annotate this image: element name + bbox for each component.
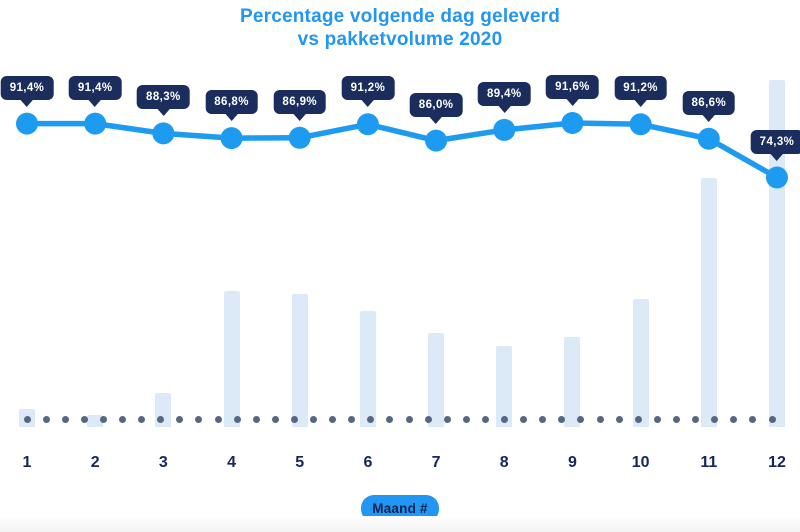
volume-bar-month-5: [291, 294, 308, 427]
baseline-dot: [176, 415, 184, 423]
x-tick-label-10: 10: [631, 454, 650, 471]
baseline-dot: [119, 415, 126, 423]
baseline-dot: [195, 415, 203, 423]
baseline-dot: [596, 415, 604, 423]
baseline-dot: [290, 415, 298, 423]
baseline-dot: [558, 415, 566, 423]
trend-line: [24, 120, 780, 181]
volume-bar-month-9: [564, 337, 581, 427]
baseline-dot: [672, 415, 680, 423]
x-tick-label-8: 8: [499, 454, 509, 471]
baseline-dot: [271, 415, 279, 423]
x-tick-label-9: 9: [567, 454, 577, 471]
baseline-dot: [520, 415, 528, 423]
baseline-dot: [481, 415, 489, 423]
baseline-dot: [501, 415, 509, 423]
baseline-dot: [310, 415, 318, 423]
x-tick-label-1: 1: [22, 454, 32, 471]
baseline-dot: [214, 415, 222, 423]
value-badge-month-1: 91,4%: [0, 75, 54, 107]
bottom-edge-fade: [0, 516, 800, 532]
volume-bar-month-10: [632, 298, 649, 427]
value-badge-month-8: 89,4%: [477, 81, 531, 113]
value-badge-month-6: 91,2%: [341, 76, 395, 108]
baseline-dot: [730, 415, 738, 423]
trend-point-month-11: [697, 127, 720, 150]
volume-bar-month-11: [700, 177, 717, 427]
trend-point-month-12: [765, 166, 788, 189]
volume-bar-month-2: [87, 414, 104, 427]
baseline-dot: [99, 415, 107, 423]
value-badge-month-10: 91,2%: [614, 76, 667, 108]
baseline-dot: [653, 415, 661, 423]
chart-title-line2: vs pakketvolume 2020: [297, 29, 503, 50]
value-badge-month-7: 86,0%: [409, 92, 463, 124]
volume-bar-month-12: [768, 80, 785, 427]
chart-title-line1: Percentage volgende dag geleverd: [239, 6, 560, 27]
volume-bar-month-4: [223, 290, 240, 427]
baseline-dot: [634, 415, 642, 423]
baseline-dot: [539, 415, 547, 423]
trend-point-month-8: [493, 118, 516, 141]
baseline-dot: [23, 415, 31, 423]
trend-point-month-1: [16, 112, 38, 135]
x-tick-label-12: 12: [768, 454, 786, 471]
trend-point-month-7: [425, 129, 448, 152]
baseline-dot: [462, 415, 470, 423]
value-badge-month-2: 91,4%: [68, 75, 122, 107]
x-tick-label-3: 3: [158, 454, 168, 471]
volume-bar-month-7: [428, 332, 445, 427]
value-badge-month-5: 86,9%: [273, 89, 327, 121]
baseline-dot: [424, 415, 432, 423]
baseline-dot: [692, 415, 700, 423]
chart-title: Percentage volgende dag geleverd vs pakk…: [0, 5, 800, 51]
value-badge-month-9: 91,6%: [546, 75, 599, 106]
baseline-dot: [61, 415, 69, 423]
trend-point-month-6: [356, 113, 379, 136]
baseline-dot: [367, 415, 375, 423]
trend-point-month-3: [152, 122, 175, 145]
trend-point-month-5: [288, 126, 311, 149]
trend-point-month-2: [84, 112, 107, 135]
x-axis-title-label: Maand #: [372, 501, 428, 516]
value-badge-month-4: 86,8%: [205, 90, 258, 122]
volume-bar-month-6: [359, 311, 376, 427]
x-tick-label-6: 6: [363, 454, 373, 471]
x-tick-label-11: 11: [700, 454, 718, 471]
baseline-dot: [157, 415, 165, 423]
baseline-dot: [615, 415, 623, 423]
value-badge-month-3: 88,3%: [137, 85, 190, 117]
baseline-dot: [348, 415, 356, 423]
trend-point-month-10: [629, 113, 652, 136]
volume-bar-month-8: [496, 346, 513, 427]
x-tick-label-5: 5: [295, 454, 305, 471]
value-badge-month-12: 74,3%: [750, 129, 800, 161]
x-tick-label-7: 7: [431, 454, 441, 471]
baseline-dot: [329, 415, 337, 423]
trend-point-month-9: [561, 112, 584, 134]
baseline-dot: [749, 415, 757, 423]
baseline-dot: [386, 415, 394, 423]
trend-point-month-4: [220, 127, 243, 150]
baseline-dot: [42, 415, 50, 423]
baseline-dot: [577, 415, 585, 423]
baseline-dot: [768, 415, 776, 423]
baseline-dot: [443, 415, 451, 423]
x-tick-label-4: 4: [227, 454, 236, 471]
value-badge-month-11: 86,6%: [682, 90, 736, 122]
x-tick-label-2: 2: [90, 454, 100, 471]
baseline-dot: [138, 415, 146, 423]
baseline-dot: [80, 415, 88, 423]
baseline-dot: [252, 415, 260, 423]
baseline-dot: [233, 415, 241, 423]
baseline-dot: [711, 415, 719, 423]
baseline-dot: [405, 415, 413, 423]
